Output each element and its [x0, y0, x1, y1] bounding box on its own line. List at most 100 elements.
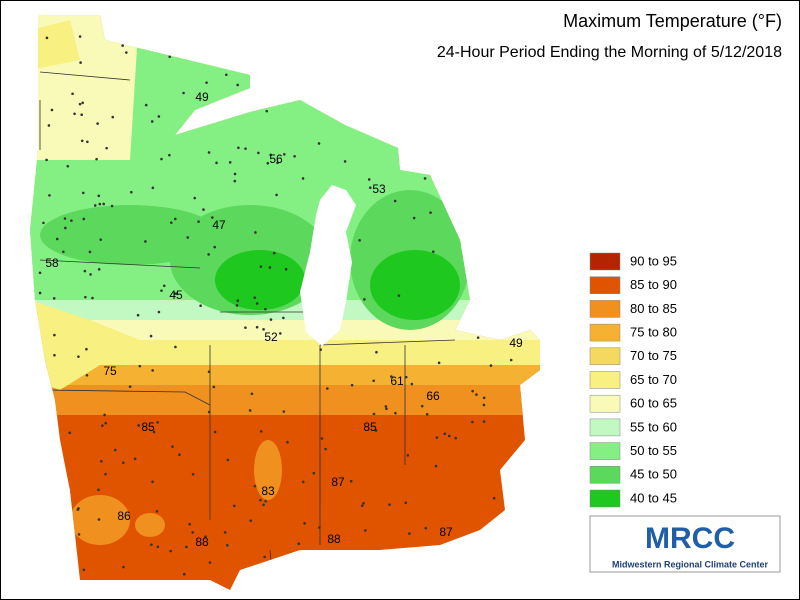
station-dot — [297, 542, 301, 546]
logo-box — [589, 515, 781, 573]
map-label: 53 — [372, 182, 386, 196]
station-dot — [244, 147, 247, 150]
station-dot — [78, 102, 82, 106]
station-dot — [156, 545, 160, 549]
station-dot — [249, 519, 253, 522]
station-dot — [81, 101, 84, 105]
legend-label: 45 to 50 — [630, 467, 677, 482]
station-dot — [425, 412, 429, 416]
station-dot — [185, 545, 188, 549]
station-dot — [233, 172, 237, 176]
title: Maximum Temperature (°F) — [563, 11, 782, 31]
station-dot — [125, 51, 128, 54]
station-dot — [443, 432, 447, 436]
station-dot — [111, 115, 115, 119]
station-dot — [113, 448, 117, 452]
station-dot — [250, 392, 254, 396]
station-dot — [97, 488, 100, 492]
station-dot — [482, 403, 486, 407]
station-dot — [103, 413, 106, 417]
station-dot — [248, 409, 252, 412]
legend-swatch — [589, 442, 621, 460]
map-label: 49 — [509, 336, 523, 350]
station-dot — [368, 186, 372, 190]
station-dot — [155, 509, 159, 513]
station-dot — [77, 533, 81, 536]
station-dot — [385, 407, 388, 411]
station-dot — [362, 501, 365, 505]
station-dot — [233, 504, 236, 508]
legend-label: 65 to 70 — [630, 372, 677, 387]
map-label: 88 — [327, 532, 341, 546]
station-dot — [326, 387, 329, 390]
subtitle: 24-Hour Period Ending the Morning of 5/1… — [437, 44, 782, 61]
map-label: 85 — [363, 420, 377, 434]
legend-label: 40 to 45 — [630, 490, 677, 505]
station-dot — [384, 405, 388, 408]
station-dot — [78, 35, 82, 38]
logo-subtitle: Midwestern Regional Climate Center — [612, 559, 769, 569]
station-dot — [317, 142, 321, 145]
station-dot — [410, 382, 414, 386]
station-dot — [394, 411, 397, 415]
station-dot — [100, 459, 103, 463]
station-dot — [375, 350, 378, 354]
station-dot — [137, 424, 141, 427]
legend-swatch — [589, 371, 621, 389]
station-dot — [64, 226, 67, 230]
station-dot — [151, 480, 154, 484]
station-dot — [207, 410, 211, 414]
station-dot — [269, 318, 273, 321]
station-dot — [429, 211, 432, 214]
station-dot — [213, 430, 217, 434]
station-dot — [42, 221, 45, 225]
map-label: 83 — [261, 484, 275, 498]
station-dot — [226, 458, 230, 462]
station-dot — [226, 543, 229, 547]
map-label: 88 — [195, 535, 209, 549]
station-dot — [169, 221, 173, 224]
legend-swatch — [589, 252, 621, 271]
station-dot — [374, 429, 378, 432]
station-dot — [171, 445, 174, 448]
station-dot — [268, 266, 272, 269]
station-dot — [434, 464, 438, 468]
station-dot — [207, 253, 210, 256]
station-dot — [95, 157, 98, 161]
legend-label: 60 to 65 — [630, 396, 677, 411]
legend-swatch — [589, 394, 621, 413]
station-dot — [372, 412, 376, 416]
station-dot — [204, 535, 207, 538]
station-dot — [48, 194, 51, 197]
station-dot — [202, 208, 205, 211]
station-dot — [272, 251, 276, 255]
station-dot — [96, 122, 99, 125]
station-dot — [156, 421, 159, 424]
station-dot — [81, 191, 85, 195]
station-dot — [255, 325, 259, 329]
station-dot — [47, 124, 51, 127]
station-dot — [149, 334, 153, 338]
station-dot — [471, 389, 474, 393]
station-dot — [97, 268, 101, 271]
station-dot — [88, 250, 92, 254]
station-dot — [84, 295, 87, 299]
station-dot — [423, 177, 427, 180]
station-dot — [320, 437, 324, 440]
station-dot — [175, 292, 179, 295]
map-label: 58 — [45, 256, 59, 270]
station-dot — [160, 289, 163, 292]
station-dot — [257, 151, 260, 155]
station-dot — [173, 292, 177, 295]
station-dot — [324, 447, 327, 451]
legend-label: 80 to 85 — [630, 301, 677, 316]
station-dot — [265, 109, 269, 113]
station-dot — [182, 91, 185, 95]
station-dot — [122, 461, 125, 465]
station-dot — [93, 204, 97, 207]
station-dot — [213, 245, 217, 249]
station-dot — [144, 103, 148, 107]
legend-label: 70 to 75 — [630, 348, 677, 363]
map-label: 75 — [103, 364, 117, 378]
